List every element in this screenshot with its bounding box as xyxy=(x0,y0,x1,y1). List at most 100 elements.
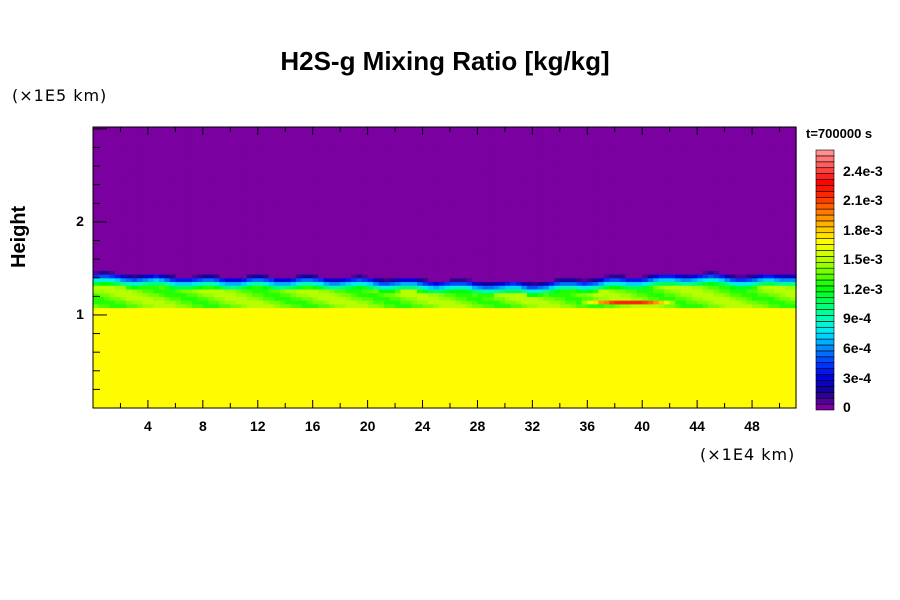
heatmap-cell xyxy=(318,314,325,320)
heatmap-cell xyxy=(406,158,413,163)
heatmap-cell xyxy=(318,363,325,368)
heatmap-cell xyxy=(274,221,281,227)
heatmap-cell xyxy=(428,341,435,346)
heatmap-cell xyxy=(147,374,155,379)
heatmap-cell xyxy=(252,233,259,238)
heatmap-cell xyxy=(241,318,248,323)
heatmap-cell xyxy=(323,396,330,402)
heatmap-cell xyxy=(175,240,182,245)
heatmap-cell xyxy=(136,158,144,163)
heatmap-cell xyxy=(400,363,407,368)
heatmap-cell xyxy=(378,326,385,331)
heatmap-cell xyxy=(323,180,330,186)
heatmap-cell xyxy=(120,393,127,398)
heatmap-cell xyxy=(323,221,330,227)
heatmap-cell xyxy=(186,207,193,212)
heatmap-cell xyxy=(285,337,292,342)
heatmap-cell xyxy=(301,143,308,149)
heatmap-cell xyxy=(285,192,292,197)
heatmap-cell xyxy=(318,210,325,216)
heatmap-cell xyxy=(351,199,358,204)
heatmap-cell xyxy=(93,221,100,227)
heatmap-cell xyxy=(219,348,226,353)
heatmap-cell xyxy=(279,300,286,305)
heatmap-cell xyxy=(252,154,259,160)
heatmap-cell xyxy=(384,352,391,357)
heatmap-cell xyxy=(191,341,198,346)
heatmap-cell xyxy=(202,262,209,268)
heatmap-cell xyxy=(422,221,429,227)
heatmap-cell xyxy=(307,285,314,290)
heatmap-cell xyxy=(329,184,336,190)
heatmap-cell xyxy=(180,378,187,383)
heatmap-cell xyxy=(197,214,204,219)
heatmap-cell xyxy=(142,162,149,167)
heatmap-cell xyxy=(444,296,451,301)
heatmap-cell xyxy=(230,214,237,219)
heatmap-cell xyxy=(230,367,237,372)
heatmap-cell xyxy=(246,177,253,182)
heatmap-cell xyxy=(378,199,385,204)
heatmap-cell xyxy=(428,270,435,275)
heatmap-cell xyxy=(175,259,182,264)
heatmap-cell xyxy=(219,166,226,171)
heatmap-cell xyxy=(125,352,133,357)
heatmap-cell xyxy=(296,314,303,320)
heatmap-cell xyxy=(235,240,242,245)
heatmap-cell xyxy=(224,296,231,301)
heatmap-cell xyxy=(318,329,325,335)
heatmap-cell xyxy=(257,251,264,257)
heatmap-cell xyxy=(290,184,297,190)
heatmap-cell xyxy=(373,233,380,238)
heatmap-cell xyxy=(395,214,402,219)
heatmap-cell xyxy=(449,318,457,323)
heatmap-cell xyxy=(246,207,253,212)
heatmap-cell xyxy=(219,210,226,216)
heatmap-cell xyxy=(268,374,275,379)
heatmap-cell xyxy=(301,400,308,405)
heatmap-cell xyxy=(400,277,407,283)
heatmap-cell xyxy=(389,318,396,323)
heatmap-cell xyxy=(417,244,424,249)
heatmap-cell xyxy=(131,381,138,387)
heatmap-cell xyxy=(433,214,440,219)
heatmap-cell xyxy=(290,199,297,204)
heatmap-cell xyxy=(449,281,457,286)
heatmap-cell xyxy=(252,210,259,216)
heatmap-cell xyxy=(252,143,259,149)
heatmap-cell xyxy=(208,233,215,238)
heatmap-cell xyxy=(318,244,325,249)
heatmap-cell xyxy=(439,322,446,327)
heatmap-cell xyxy=(400,233,407,238)
heatmap-cell xyxy=(241,337,248,342)
heatmap-cell xyxy=(334,210,341,216)
heatmap-cell xyxy=(125,393,133,398)
heatmap-cell xyxy=(186,318,193,323)
heatmap-cell xyxy=(422,262,429,268)
heatmap-cell xyxy=(180,188,187,193)
heatmap-cell xyxy=(378,188,385,193)
heatmap-cell xyxy=(230,404,237,409)
heatmap-cell xyxy=(340,233,347,238)
heatmap-cell xyxy=(153,329,160,335)
heatmap-cell xyxy=(224,162,231,167)
heatmap-cell xyxy=(285,322,292,327)
heatmap-cell xyxy=(285,147,292,152)
heatmap-cell xyxy=(411,255,418,260)
heatmap-cell xyxy=(417,184,424,190)
heatmap-cell xyxy=(274,292,281,297)
heatmap-cell xyxy=(296,169,303,175)
heatmap-cell xyxy=(268,147,275,152)
heatmap-cell xyxy=(301,285,308,290)
heatmap-cell xyxy=(334,266,341,271)
heatmap-cell xyxy=(378,207,385,212)
heatmap-cell xyxy=(334,303,341,309)
heatmap-cell xyxy=(301,199,308,204)
heatmap-cell xyxy=(400,359,407,364)
heatmap-cell xyxy=(274,236,281,242)
heatmap-cell xyxy=(384,262,391,268)
heatmap-cell xyxy=(378,177,385,182)
heatmap-cell xyxy=(93,162,100,167)
heatmap-cell xyxy=(301,192,308,197)
heatmap-cell xyxy=(169,255,176,260)
